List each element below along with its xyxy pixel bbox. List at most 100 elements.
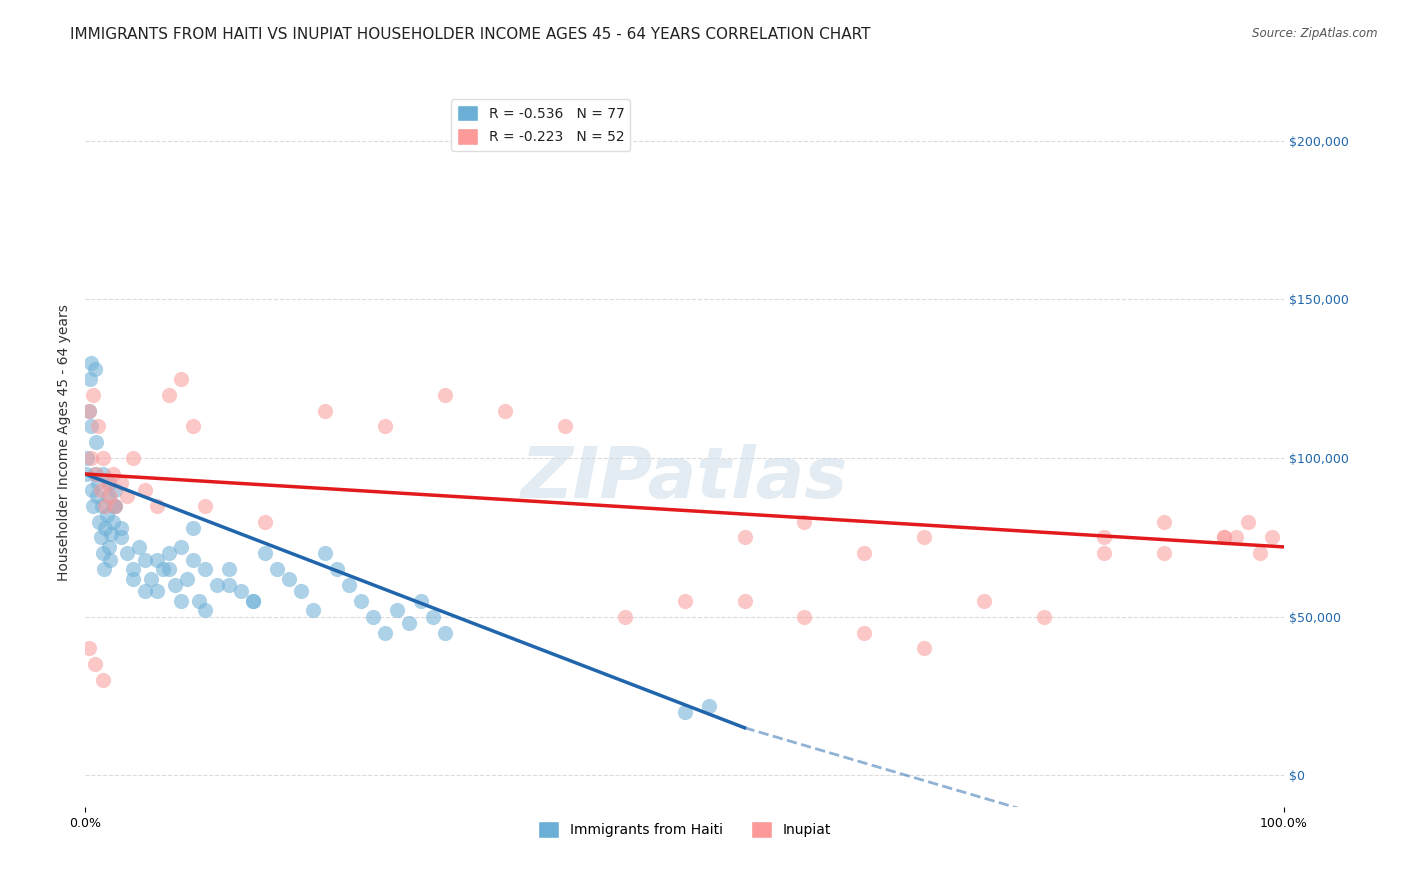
Immigrants from Haiti xyxy=(93,562,115,576)
Immigrants from Haiti xyxy=(176,572,198,586)
Inupiat xyxy=(1213,530,1236,544)
Immigrants from Haiti xyxy=(385,603,408,617)
Immigrants from Haiti xyxy=(253,546,276,560)
Inupiat xyxy=(91,451,114,466)
Immigrants from Haiti xyxy=(673,705,696,719)
Immigrants from Haiti xyxy=(82,499,104,513)
Inupiat xyxy=(1153,546,1175,560)
Inupiat xyxy=(1153,515,1175,529)
Immigrants from Haiti xyxy=(266,562,288,576)
Text: IMMIGRANTS FROM HAITI VS INUPIAT HOUSEHOLDER INCOME AGES 45 - 64 YEARS CORRELATI: IMMIGRANTS FROM HAITI VS INUPIAT HOUSEHO… xyxy=(70,27,870,42)
Immigrants from Haiti xyxy=(96,508,118,523)
Inupiat xyxy=(613,609,636,624)
Immigrants from Haiti xyxy=(242,594,264,608)
Inupiat xyxy=(554,419,576,434)
Immigrants from Haiti xyxy=(374,625,396,640)
Immigrants from Haiti xyxy=(115,546,138,560)
Immigrants from Haiti xyxy=(277,572,299,586)
Immigrants from Haiti xyxy=(87,476,110,491)
Inupiat xyxy=(1213,530,1236,544)
Immigrants from Haiti xyxy=(350,594,373,608)
Immigrants from Haiti xyxy=(194,603,217,617)
Immigrants from Haiti xyxy=(76,451,98,466)
Inupiat xyxy=(194,499,217,513)
Immigrants from Haiti xyxy=(194,562,217,576)
Text: Source: ZipAtlas.com: Source: ZipAtlas.com xyxy=(1253,27,1378,40)
Immigrants from Haiti xyxy=(152,562,174,576)
Inupiat xyxy=(157,387,180,401)
Immigrants from Haiti xyxy=(90,530,112,544)
Inupiat xyxy=(253,515,276,529)
Inupiat xyxy=(1033,609,1056,624)
Inupiat xyxy=(104,499,127,513)
Immigrants from Haiti xyxy=(80,356,103,370)
Immigrants from Haiti xyxy=(110,521,132,535)
Immigrants from Haiti xyxy=(89,515,111,529)
Immigrants from Haiti xyxy=(77,403,100,417)
Y-axis label: Householder Income Ages 45 - 64 years: Householder Income Ages 45 - 64 years xyxy=(58,304,72,581)
Inupiat xyxy=(170,372,193,386)
Immigrants from Haiti xyxy=(101,515,124,529)
Inupiat xyxy=(1225,530,1247,544)
Immigrants from Haiti xyxy=(170,540,193,554)
Inupiat xyxy=(734,594,756,608)
Immigrants from Haiti xyxy=(122,572,145,586)
Inupiat xyxy=(115,489,138,503)
Text: ZIPatlas: ZIPatlas xyxy=(520,444,848,513)
Immigrants from Haiti xyxy=(157,546,180,560)
Immigrants from Haiti xyxy=(139,572,162,586)
Immigrants from Haiti xyxy=(104,499,127,513)
Immigrants from Haiti xyxy=(218,562,240,576)
Immigrants from Haiti xyxy=(134,584,156,599)
Immigrants from Haiti xyxy=(290,584,312,599)
Immigrants from Haiti xyxy=(181,552,204,566)
Immigrants from Haiti xyxy=(94,521,117,535)
Inupiat xyxy=(134,483,156,497)
Immigrants from Haiti xyxy=(98,476,121,491)
Immigrants from Haiti xyxy=(205,578,228,592)
Immigrants from Haiti xyxy=(433,625,456,640)
Immigrants from Haiti xyxy=(86,489,108,503)
Inupiat xyxy=(91,673,114,688)
Immigrants from Haiti xyxy=(302,603,325,617)
Inupiat xyxy=(94,499,117,513)
Immigrants from Haiti xyxy=(97,489,120,503)
Immigrants from Haiti xyxy=(79,372,101,386)
Inupiat xyxy=(1261,530,1284,544)
Immigrants from Haiti xyxy=(128,540,150,554)
Immigrants from Haiti xyxy=(100,527,122,541)
Immigrants from Haiti xyxy=(146,584,169,599)
Inupiat xyxy=(122,451,145,466)
Inupiat xyxy=(146,499,169,513)
Immigrants from Haiti xyxy=(337,578,360,592)
Inupiat xyxy=(80,451,103,466)
Immigrants from Haiti xyxy=(90,499,112,513)
Immigrants from Haiti xyxy=(326,562,349,576)
Inupiat xyxy=(98,489,121,503)
Immigrants from Haiti xyxy=(83,362,105,376)
Inupiat xyxy=(1092,530,1115,544)
Immigrants from Haiti xyxy=(242,594,264,608)
Inupiat xyxy=(101,467,124,481)
Inupiat xyxy=(374,419,396,434)
Immigrants from Haiti xyxy=(110,530,132,544)
Inupiat xyxy=(181,419,204,434)
Inupiat xyxy=(1092,546,1115,560)
Inupiat xyxy=(433,387,456,401)
Immigrants from Haiti xyxy=(181,521,204,535)
Immigrants from Haiti xyxy=(188,594,211,608)
Immigrants from Haiti xyxy=(229,584,252,599)
Immigrants from Haiti xyxy=(91,546,114,560)
Immigrants from Haiti xyxy=(134,552,156,566)
Legend: Immigrants from Haiti, Inupiat: Immigrants from Haiti, Inupiat xyxy=(533,816,837,844)
Inupiat xyxy=(87,419,110,434)
Inupiat xyxy=(912,641,935,656)
Inupiat xyxy=(853,546,876,560)
Immigrants from Haiti xyxy=(91,467,114,481)
Immigrants from Haiti xyxy=(98,552,121,566)
Inupiat xyxy=(82,387,104,401)
Inupiat xyxy=(110,476,132,491)
Inupiat xyxy=(853,625,876,640)
Immigrants from Haiti xyxy=(314,546,336,560)
Inupiat xyxy=(1237,515,1260,529)
